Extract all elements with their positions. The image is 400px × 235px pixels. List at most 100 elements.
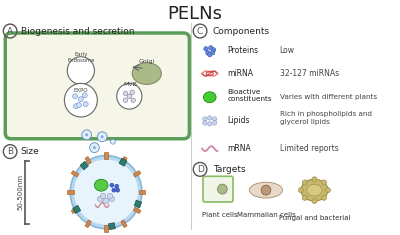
Circle shape	[67, 57, 94, 84]
Circle shape	[322, 195, 326, 200]
Polygon shape	[85, 157, 91, 164]
Text: Bioactive
constituents: Bioactive constituents	[227, 89, 272, 102]
Text: mRNA: mRNA	[227, 144, 251, 153]
Circle shape	[117, 83, 142, 109]
Circle shape	[212, 121, 217, 125]
FancyBboxPatch shape	[203, 176, 233, 202]
Ellipse shape	[132, 63, 161, 84]
Text: Lipids: Lipids	[227, 117, 250, 125]
Circle shape	[204, 47, 208, 51]
Text: Components: Components	[213, 27, 270, 35]
Circle shape	[107, 193, 113, 199]
Polygon shape	[80, 161, 88, 170]
Circle shape	[302, 180, 307, 185]
Text: Size: Size	[21, 147, 40, 156]
Text: 32-127 miRNAs: 32-127 miRNAs	[280, 69, 339, 78]
Circle shape	[123, 98, 128, 102]
Text: Rich in phospholipids and
glycerol lipids: Rich in phospholipids and glycerol lipid…	[280, 111, 372, 125]
Text: Golgi: Golgi	[139, 59, 155, 64]
Circle shape	[298, 188, 303, 193]
Text: Mammalian cells: Mammalian cells	[237, 212, 295, 218]
Text: Biogenesis and secretion: Biogenesis and secretion	[21, 27, 134, 35]
Text: Early
Endosome: Early Endosome	[67, 52, 95, 63]
Circle shape	[212, 48, 216, 52]
Ellipse shape	[94, 179, 108, 191]
Text: Targets: Targets	[213, 165, 245, 174]
Circle shape	[203, 121, 207, 125]
Polygon shape	[108, 223, 115, 230]
Circle shape	[208, 46, 213, 50]
Text: Varies with different plants: Varies with different plants	[280, 94, 377, 100]
Circle shape	[218, 184, 227, 194]
Circle shape	[101, 135, 104, 138]
Circle shape	[116, 188, 120, 192]
Circle shape	[90, 143, 99, 153]
Circle shape	[73, 94, 78, 99]
Text: Limited reports: Limited reports	[280, 144, 338, 153]
Circle shape	[123, 91, 128, 95]
Circle shape	[208, 116, 212, 120]
Circle shape	[82, 130, 92, 140]
Polygon shape	[121, 220, 127, 228]
Circle shape	[85, 133, 88, 136]
Circle shape	[64, 83, 97, 117]
Polygon shape	[134, 200, 142, 208]
Text: B: B	[7, 147, 13, 156]
Text: Proteins: Proteins	[227, 46, 258, 55]
Circle shape	[261, 185, 271, 195]
Circle shape	[70, 156, 142, 229]
Circle shape	[78, 97, 83, 102]
Text: PELNs: PELNs	[168, 5, 223, 23]
Polygon shape	[104, 225, 108, 232]
Circle shape	[212, 117, 217, 121]
Circle shape	[74, 104, 78, 109]
Circle shape	[131, 98, 135, 102]
Polygon shape	[104, 152, 108, 159]
Text: Fungal and bacterial: Fungal and bacterial	[279, 215, 350, 221]
Circle shape	[76, 103, 81, 108]
Polygon shape	[71, 171, 79, 177]
Circle shape	[206, 51, 210, 55]
Circle shape	[74, 160, 138, 225]
Ellipse shape	[307, 184, 322, 196]
Text: Plant cells: Plant cells	[202, 212, 237, 218]
Circle shape	[110, 183, 114, 187]
Circle shape	[326, 188, 330, 193]
Circle shape	[82, 93, 87, 98]
Circle shape	[103, 198, 109, 204]
Polygon shape	[71, 207, 79, 214]
Circle shape	[83, 102, 88, 107]
Text: A: A	[7, 27, 13, 35]
Circle shape	[98, 196, 103, 202]
Polygon shape	[138, 190, 145, 194]
Text: Low: Low	[280, 46, 294, 55]
Polygon shape	[121, 157, 127, 164]
Text: miRNA: miRNA	[227, 69, 253, 78]
Polygon shape	[133, 207, 141, 214]
Circle shape	[312, 199, 317, 204]
Text: C: C	[197, 27, 203, 35]
FancyBboxPatch shape	[5, 33, 190, 139]
Polygon shape	[73, 205, 81, 213]
Circle shape	[203, 117, 207, 121]
Circle shape	[112, 188, 116, 192]
Text: 50-500nm: 50-500nm	[18, 174, 24, 210]
Circle shape	[100, 193, 106, 199]
Circle shape	[97, 132, 107, 142]
Circle shape	[115, 184, 119, 188]
Polygon shape	[119, 158, 127, 166]
Circle shape	[127, 94, 132, 98]
Polygon shape	[85, 220, 91, 228]
Circle shape	[322, 180, 326, 185]
Text: D: D	[197, 165, 204, 174]
Circle shape	[110, 139, 115, 144]
Circle shape	[130, 90, 134, 94]
Ellipse shape	[250, 182, 282, 198]
Polygon shape	[133, 171, 141, 177]
Circle shape	[109, 196, 114, 202]
Circle shape	[210, 51, 215, 55]
Polygon shape	[67, 190, 74, 194]
Circle shape	[208, 53, 212, 57]
Circle shape	[312, 177, 317, 182]
Ellipse shape	[301, 179, 328, 201]
